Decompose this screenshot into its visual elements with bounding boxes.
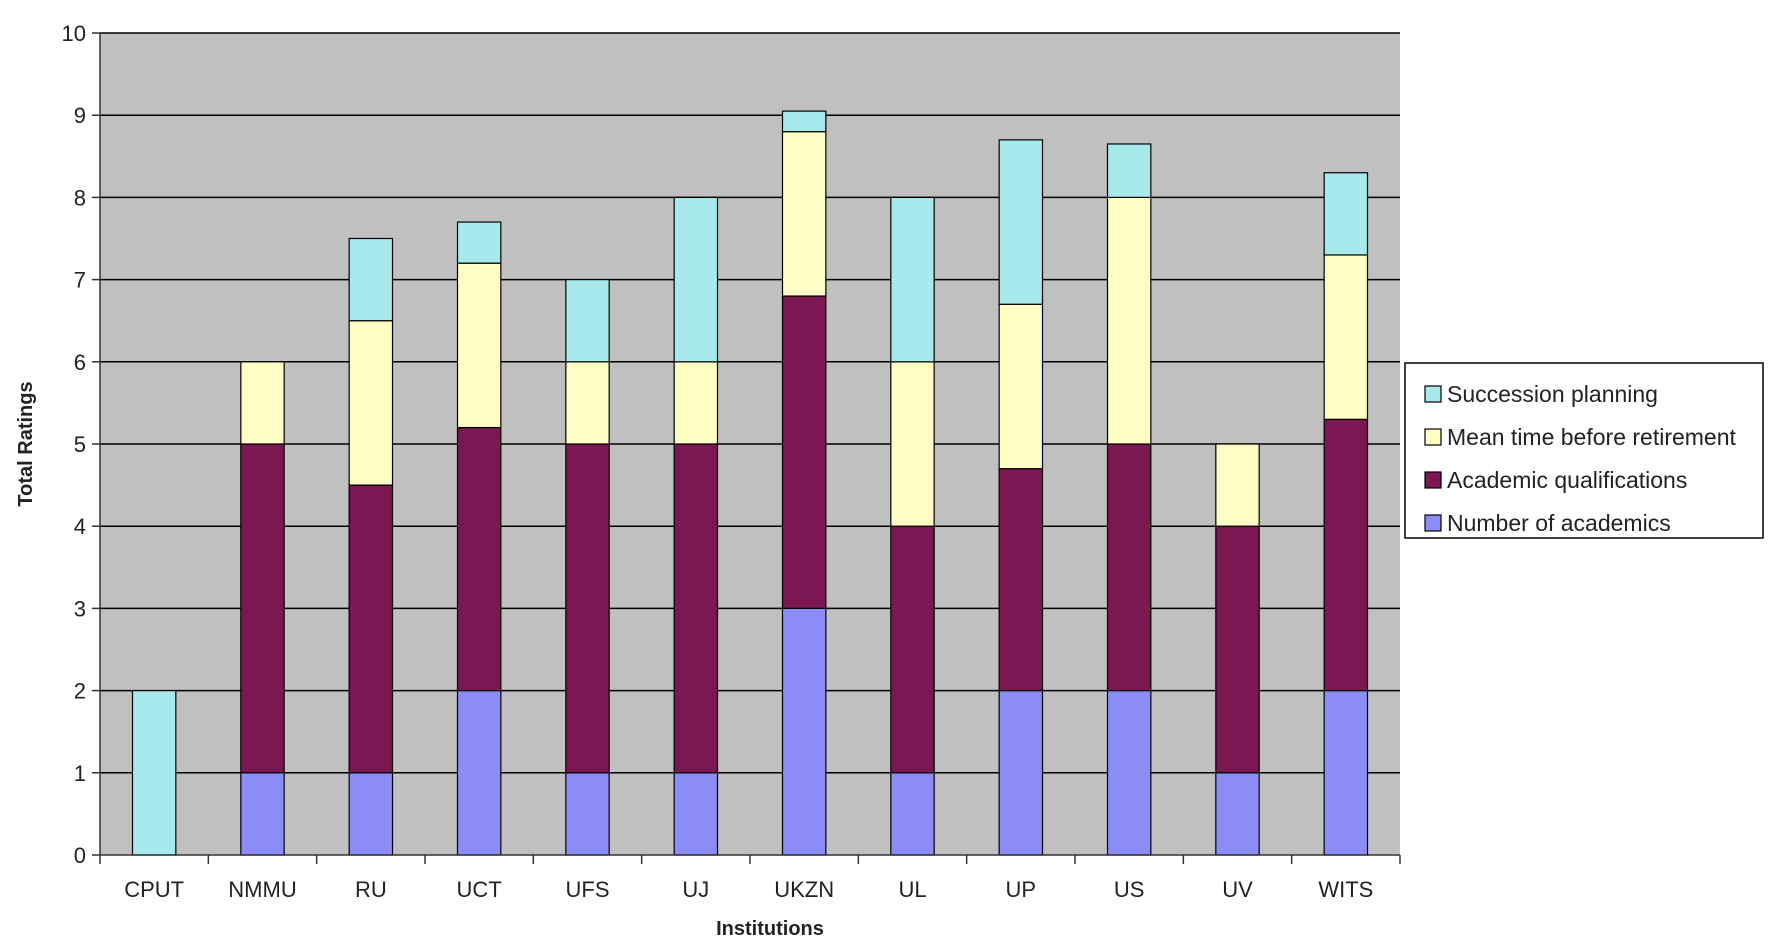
bar-segment — [1323, 172, 1369, 256]
bar-segment — [890, 196, 935, 363]
legend-swatch — [1424, 471, 1442, 489]
bar-segment — [1323, 418, 1369, 692]
bar-segment — [890, 525, 935, 774]
x-tick-label: RU — [355, 877, 387, 902]
y-tick-label: 10 — [62, 21, 86, 46]
bar-segment — [456, 221, 502, 264]
x-axis-ticks: CPUT NMMU RU UCT UFS UJ UKZN UL UP US UV WITS — [99, 855, 1401, 902]
y-tick-label: 4 — [74, 514, 86, 539]
bar-segment — [565, 279, 610, 363]
x-tick-label: UKZN — [774, 877, 834, 902]
bar-segment — [673, 443, 719, 774]
bar-segment — [348, 772, 394, 856]
y-tick-label: 2 — [74, 679, 86, 704]
bar-segment — [781, 607, 827, 856]
y-tick-label: 8 — [74, 185, 86, 210]
bar-segment — [1323, 689, 1369, 856]
bar-segment — [565, 443, 610, 774]
x-tick-label: UP — [1006, 877, 1037, 902]
bar-segment — [998, 468, 1044, 692]
bar-segment — [456, 262, 502, 429]
x-tick-label: CPUT — [124, 877, 184, 902]
bar-segment — [673, 361, 719, 445]
bar-segment — [1106, 443, 1152, 692]
legend-swatch — [1424, 514, 1442, 532]
gridlines — [100, 32, 1400, 774]
y-axis-title: Total Ratings — [15, 381, 37, 506]
bar-segment — [240, 772, 285, 856]
y-tick-label: 7 — [74, 268, 86, 293]
bar-segment — [348, 237, 394, 322]
bar-segment — [890, 772, 935, 856]
bar-segment — [890, 361, 935, 527]
bar-segment — [673, 772, 719, 856]
bar-segment — [348, 484, 394, 774]
legend: Succession planning Mean time before reti… — [1404, 362, 1764, 539]
bar-segment — [1215, 525, 1260, 774]
x-tick-label: UCT — [457, 877, 502, 902]
x-tick-label: UL — [898, 877, 926, 902]
legend-label: Number of academics — [1447, 510, 1671, 536]
bar-segment — [1215, 443, 1260, 527]
y-axis-ticks: 0 1 2 3 4 5 6 7 8 9 10 — [62, 21, 100, 868]
bar-segment — [781, 295, 827, 609]
bar-segment — [565, 361, 610, 445]
bar-segment — [781, 110, 827, 133]
legend-swatch — [1424, 428, 1442, 446]
bar-segment — [565, 772, 610, 856]
legend-swatch — [1424, 385, 1442, 403]
y-tick-label: 9 — [74, 103, 86, 128]
bar-segment — [240, 361, 285, 445]
legend-label: Academic qualifications — [1447, 467, 1687, 493]
y-tick-label: 5 — [74, 432, 86, 457]
bar-segment — [998, 139, 1044, 305]
x-tick-label: US — [1114, 877, 1145, 902]
bar-segment — [348, 320, 394, 486]
y-tick-label: 1 — [74, 761, 86, 786]
x-tick-label: UV — [1222, 877, 1253, 902]
bar-segment — [1106, 689, 1152, 856]
bar-segment — [456, 426, 502, 692]
legend-label: Mean time before retirement — [1447, 424, 1737, 450]
bar-segment — [998, 689, 1044, 856]
x-tick-label: NMMU — [228, 877, 296, 902]
bar-segment — [1323, 254, 1369, 420]
bar-segment — [240, 443, 285, 774]
bar-segment — [781, 131, 827, 297]
x-tick-label: UFS — [566, 877, 610, 902]
y-tick-label: 6 — [74, 350, 86, 375]
x-tick-label: UJ — [682, 877, 709, 902]
x-tick-label: WITS — [1318, 877, 1373, 902]
x-axis-title: Institutions — [716, 918, 824, 940]
y-tick-label: 3 — [74, 596, 86, 621]
legend-label: Succession planning — [1447, 381, 1658, 407]
bar-segment — [131, 689, 177, 856]
bar-segment — [998, 303, 1044, 470]
bars — [131, 110, 1369, 856]
bar-segment — [1106, 196, 1152, 445]
bar-segment — [1215, 772, 1260, 856]
bar-segment — [673, 196, 719, 363]
y-tick-label: 0 — [74, 843, 86, 868]
bar-segment — [1106, 143, 1152, 199]
bar-segment — [456, 689, 502, 856]
